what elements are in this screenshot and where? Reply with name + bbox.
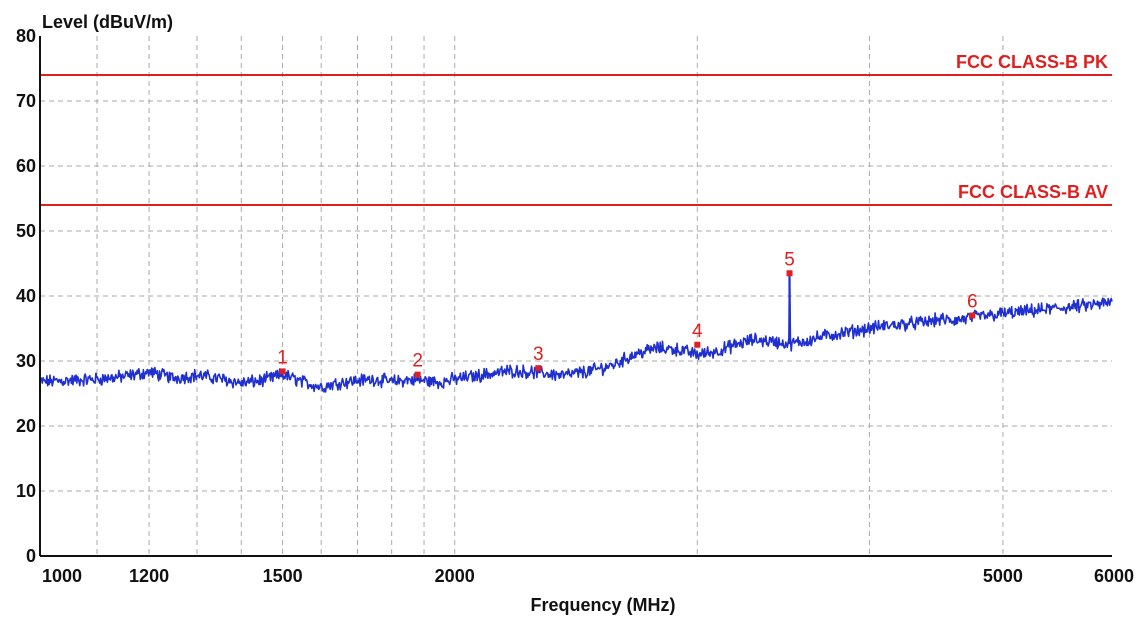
marker-point — [969, 312, 976, 319]
y-tick-label: 20 — [16, 416, 36, 436]
x-tick-label: 2000 — [435, 566, 475, 586]
y-axis-label: Level (dBuV/m) — [42, 12, 173, 32]
limit-lines: FCC CLASS-B PK FCC CLASS-B AV — [40, 52, 1112, 206]
axes — [39, 36, 1112, 557]
marker-label: 2 — [412, 351, 423, 372]
y-tick-label: 80 — [16, 26, 36, 46]
x-axis-label: Frequency (MHz) — [530, 595, 675, 615]
x-tick-label: 1000 — [42, 566, 82, 586]
y-tick-label: 50 — [16, 221, 36, 241]
y-tick-label: 60 — [16, 156, 36, 176]
marker-point — [414, 371, 421, 378]
marker-point — [535, 365, 542, 372]
trace-group — [39, 272, 1113, 393]
y-tick-label: 70 — [16, 91, 36, 111]
grid — [40, 36, 1112, 556]
y-tick-label: 10 — [16, 481, 36, 501]
y-tick-label: 0 — [26, 546, 36, 566]
x-tick-label: 6000 — [1094, 566, 1134, 586]
marker-label: 3 — [533, 344, 544, 365]
marker-point — [279, 368, 286, 375]
x-tick-label: 1500 — [263, 566, 303, 586]
marker-label: 1 — [277, 347, 288, 368]
y-tick-label: 40 — [16, 286, 36, 306]
marker-group: 1 2 3 4 5 6 — [277, 249, 978, 378]
tick-labels: 0 10 20 30 40 50 60 70 80 1000 1200 1500 2000 5000 600… — [16, 26, 1134, 586]
y-tick-label: 30 — [16, 351, 36, 371]
x-tick-label: 1200 — [129, 566, 169, 586]
x-tick-label: 5000 — [983, 566, 1023, 586]
trace-line — [39, 272, 1113, 393]
marker-point — [694, 341, 701, 348]
marker-label: 6 — [967, 292, 978, 313]
marker-label: 5 — [784, 249, 795, 270]
limit-line-label: FCC CLASS-B AV — [958, 182, 1108, 202]
marker-point — [786, 270, 793, 277]
limit-line-label: FCC CLASS-B PK — [956, 52, 1108, 72]
marker-label: 4 — [692, 321, 703, 342]
